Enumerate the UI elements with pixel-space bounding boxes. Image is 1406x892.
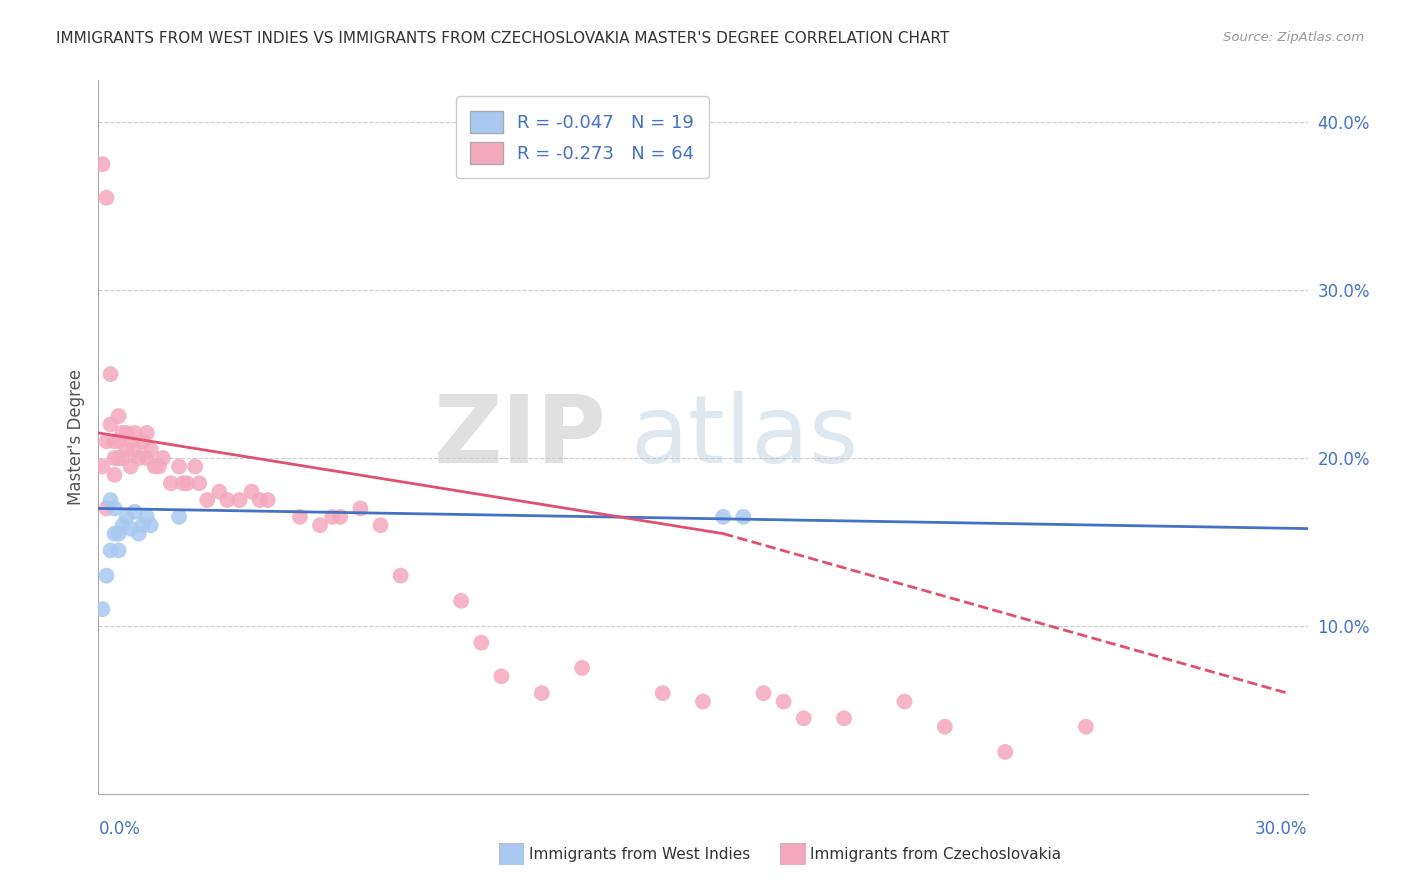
Legend: R = -0.047   N = 19, R = -0.273   N = 64: R = -0.047 N = 19, R = -0.273 N = 64 — [456, 96, 709, 178]
Point — [120, 522, 142, 536]
Point — [128, 526, 150, 541]
Text: ZIP: ZIP — [433, 391, 606, 483]
Point — [115, 509, 138, 524]
Point — [143, 459, 166, 474]
Point — [167, 509, 190, 524]
Y-axis label: Master's Degree: Master's Degree — [66, 369, 84, 505]
Point — [111, 518, 134, 533]
Point — [135, 425, 157, 440]
Point — [107, 451, 129, 466]
Point — [115, 442, 138, 457]
Text: IMMIGRANTS FROM WEST INDIES VS IMMIGRANTS FROM CZECHOSLOVAKIA MASTER'S DEGREE CO: IMMIGRANTS FROM WEST INDIES VS IMMIGRANT… — [56, 31, 949, 46]
Point — [349, 501, 371, 516]
Point — [128, 451, 150, 466]
Point — [111, 451, 134, 466]
Point — [107, 543, 129, 558]
Point — [135, 509, 157, 524]
Point — [103, 451, 125, 466]
Point — [91, 157, 114, 171]
Point — [103, 434, 125, 449]
Point — [309, 518, 332, 533]
Point — [139, 442, 162, 457]
Point — [111, 425, 134, 440]
Point — [135, 451, 157, 466]
Point — [188, 476, 211, 491]
Point — [651, 686, 673, 700]
Point — [124, 425, 146, 440]
Point — [100, 367, 122, 381]
Point — [711, 509, 734, 524]
Point — [132, 518, 155, 533]
Point — [107, 434, 129, 449]
Point — [107, 526, 129, 541]
Point — [124, 505, 146, 519]
Point — [321, 509, 343, 524]
Point — [370, 518, 392, 533]
Point — [91, 459, 114, 474]
Point — [470, 636, 492, 650]
Point — [184, 459, 207, 474]
Text: Immigrants from Czechoslovakia: Immigrants from Czechoslovakia — [810, 847, 1062, 862]
Point — [152, 451, 174, 466]
Point — [893, 694, 915, 708]
Point — [793, 711, 815, 725]
Point — [132, 434, 155, 449]
Point — [208, 484, 231, 499]
Point — [96, 191, 118, 205]
Point — [100, 417, 122, 432]
Point — [160, 476, 183, 491]
Point — [571, 661, 593, 675]
Point — [228, 493, 250, 508]
Point — [934, 720, 956, 734]
Point — [124, 442, 146, 457]
Point — [103, 501, 125, 516]
Text: 0.0%: 0.0% — [98, 820, 141, 838]
Point — [692, 694, 714, 708]
Point — [1074, 720, 1097, 734]
Point — [450, 594, 472, 608]
Point — [167, 459, 190, 474]
Point — [176, 476, 198, 491]
Point — [100, 493, 122, 508]
Point — [120, 459, 142, 474]
Point — [172, 476, 194, 491]
Point — [256, 493, 278, 508]
Point — [195, 493, 218, 508]
Point — [96, 501, 118, 516]
Point — [491, 669, 513, 683]
Point — [96, 568, 118, 582]
Point — [530, 686, 553, 700]
Point — [752, 686, 775, 700]
Point — [120, 434, 142, 449]
Point — [96, 434, 118, 449]
Point — [772, 694, 794, 708]
Point — [115, 425, 138, 440]
Point — [139, 518, 162, 533]
Point — [832, 711, 855, 725]
Text: atlas: atlas — [630, 391, 859, 483]
Text: 30.0%: 30.0% — [1256, 820, 1308, 838]
Point — [148, 459, 170, 474]
Text: Immigrants from West Indies: Immigrants from West Indies — [529, 847, 749, 862]
Point — [217, 493, 239, 508]
Point — [100, 543, 122, 558]
Point — [389, 568, 412, 582]
Point — [288, 509, 311, 524]
Point — [91, 602, 114, 616]
Point — [103, 526, 125, 541]
Point — [249, 493, 271, 508]
Point — [733, 509, 755, 524]
Point — [329, 509, 352, 524]
Text: Source: ZipAtlas.com: Source: ZipAtlas.com — [1223, 31, 1364, 45]
Point — [240, 484, 263, 499]
Point — [107, 409, 129, 423]
Point — [103, 467, 125, 482]
Point — [994, 745, 1017, 759]
